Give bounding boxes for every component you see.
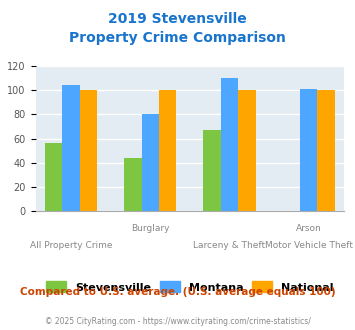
Text: Larceny & Theft: Larceny & Theft	[193, 241, 266, 250]
Bar	[221, 78, 238, 211]
Text: Burglary: Burglary	[131, 224, 170, 233]
Text: All Property Crime: All Property Crime	[30, 241, 113, 250]
Text: Motor Vehicle Theft: Motor Vehicle Theft	[265, 241, 353, 250]
Bar	[45, 144, 62, 211]
Legend: Stevensville, Montana, National: Stevensville, Montana, National	[43, 278, 337, 296]
Text: Compared to U.S. average. (U.S. average equals 100): Compared to U.S. average. (U.S. average …	[20, 287, 335, 297]
Text: Property Crime Comparison: Property Crime Comparison	[69, 31, 286, 45]
Bar	[238, 90, 256, 211]
Text: 2019 Stevensville: 2019 Stevensville	[108, 12, 247, 25]
Text: © 2025 CityRating.com - https://www.cityrating.com/crime-statistics/: © 2025 CityRating.com - https://www.city…	[45, 317, 310, 326]
Bar	[142, 115, 159, 211]
Bar	[159, 90, 176, 211]
Text: Arson: Arson	[296, 224, 322, 233]
Bar	[203, 130, 221, 211]
Bar	[300, 89, 317, 211]
Bar	[317, 90, 335, 211]
Bar	[80, 90, 97, 211]
Bar	[124, 158, 142, 211]
Bar	[62, 85, 80, 211]
